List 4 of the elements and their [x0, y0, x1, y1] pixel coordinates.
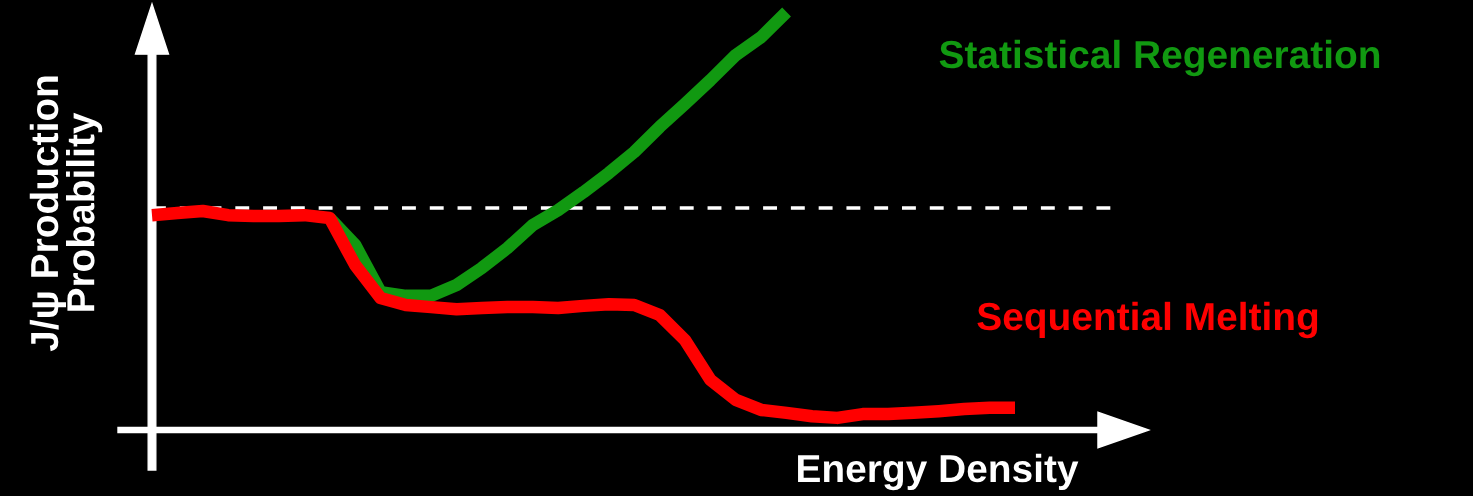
series-label: Sequential Melting — [977, 301, 1318, 339]
y-axis-title: J/ψ Production Probability — [29, 76, 103, 352]
x-axis-title: Energy Density — [798, 453, 1079, 491]
text: Statistical Regeneration — [939, 39, 1380, 77]
